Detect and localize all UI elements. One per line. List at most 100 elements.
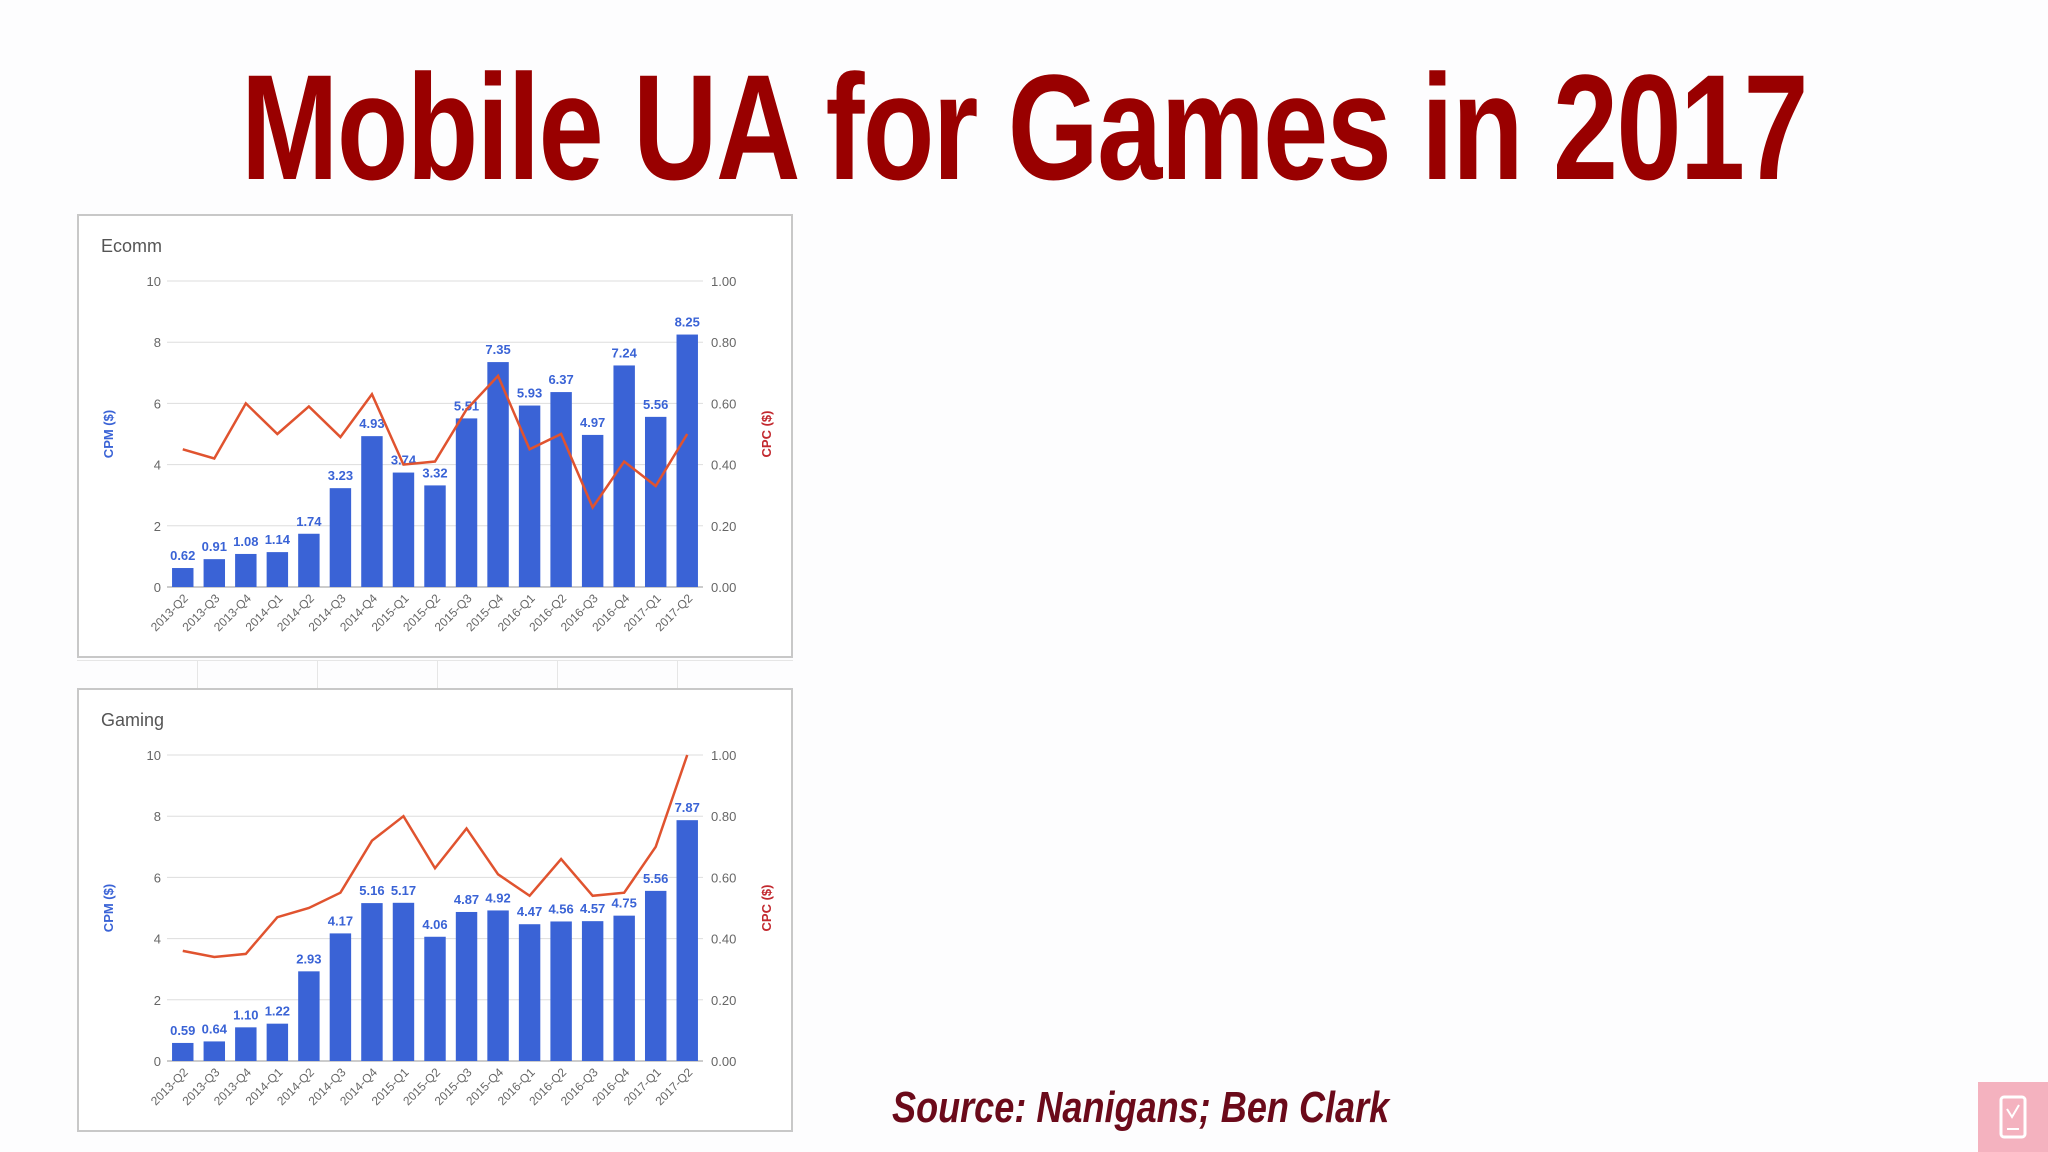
bar xyxy=(550,921,572,1061)
y2-tick-label: 0.40 xyxy=(711,458,736,473)
bar-value-label: 3.32 xyxy=(422,465,447,480)
y-tick-label: 6 xyxy=(154,870,161,885)
bar-value-label: 4.47 xyxy=(517,904,542,919)
bar-value-label: 2.93 xyxy=(296,951,321,966)
y2-tick-label: 0.00 xyxy=(711,1054,736,1069)
y2-tick-label: 0.00 xyxy=(711,580,736,595)
y-tick-label: 8 xyxy=(154,809,161,824)
bar-value-label: 1.74 xyxy=(296,514,322,529)
mobile-device-icon xyxy=(1999,1095,2027,1139)
bar-value-label: 4.92 xyxy=(485,890,510,905)
bar-value-label: 0.59 xyxy=(170,1023,195,1038)
ecomm-chart: Ecomm 0 2 4 6 8 10 0.00 0.20 0.40 0.60 0.80 1.00 CPM … xyxy=(101,236,774,634)
bar xyxy=(455,911,478,1061)
bar-value-label: 6.37 xyxy=(548,372,573,387)
bar xyxy=(581,434,604,587)
device-badge[interactable] xyxy=(1978,1082,2048,1152)
bar-value-label: 3.23 xyxy=(328,468,353,483)
bar-value-label: 7.87 xyxy=(675,800,700,815)
chart-title: Gaming xyxy=(101,710,164,730)
bar xyxy=(203,559,226,587)
bar xyxy=(172,568,194,587)
bar-value-label: 8.25 xyxy=(675,315,700,330)
bar xyxy=(581,921,604,1061)
gaming-chart: Gaming 0 2 4 6 8 10 0.00 0.20 0.40 0.60 0.80 1.00 CPM… xyxy=(101,710,774,1108)
y-tick-label: 2 xyxy=(154,519,161,534)
bar-value-label: 1.08 xyxy=(233,534,258,549)
y-tick-label: 10 xyxy=(147,748,161,763)
y-axis-title: CPM ($) xyxy=(101,884,116,932)
bar xyxy=(676,334,698,587)
y-tick-label: 4 xyxy=(154,932,161,947)
cpc-line xyxy=(182,373,689,511)
ecomm-chart-panel: Ecomm 0 2 4 6 8 10 0.00 0.20 0.40 0.60 0.80 1.00 CPM … xyxy=(77,214,793,658)
bar-value-label: 4.93 xyxy=(359,416,384,431)
y-tick-label: 6 xyxy=(154,396,161,411)
bar xyxy=(518,924,541,1061)
bar xyxy=(361,436,383,587)
bar-value-label: 1.22 xyxy=(265,1004,290,1019)
bar xyxy=(644,416,667,587)
bar xyxy=(266,552,289,587)
cpc-line xyxy=(182,754,689,959)
bar-value-label: 1.14 xyxy=(265,532,291,547)
bar-value-label: 4.57 xyxy=(580,901,605,916)
y-tick-label: 0 xyxy=(154,580,161,595)
bar-value-label: 4.06 xyxy=(422,917,447,932)
y2-tick-label: 0.60 xyxy=(711,396,736,411)
y-tick-label: 2 xyxy=(154,993,161,1008)
bar xyxy=(644,890,667,1061)
y2-axis-title: CPC ($) xyxy=(759,411,774,458)
bar-value-label: 4.97 xyxy=(580,415,605,430)
y2-tick-label: 1.00 xyxy=(711,274,736,289)
y2-tick-label: 0.60 xyxy=(711,870,736,885)
bar xyxy=(613,365,635,587)
bar xyxy=(298,971,320,1061)
bar-value-label: 4.56 xyxy=(548,901,573,916)
bar xyxy=(172,1042,194,1061)
slide-title: Mobile UA for Games in 2017 xyxy=(240,43,1809,211)
bar xyxy=(266,1023,289,1061)
bar xyxy=(518,405,541,587)
y-tick-label: 8 xyxy=(154,335,161,350)
bar xyxy=(235,553,257,587)
bar xyxy=(298,533,320,587)
bar-value-label: 4.17 xyxy=(328,913,353,928)
bar-value-label: 0.91 xyxy=(202,539,227,554)
bar-value-label: 1.10 xyxy=(233,1007,258,1022)
y2-axis-title: CPC ($) xyxy=(759,885,774,932)
bar xyxy=(329,933,352,1061)
bar xyxy=(392,902,415,1061)
panel-divider xyxy=(77,660,793,689)
source-caption: Source: Nanigans; Ben Clark xyxy=(892,1083,1390,1132)
bar xyxy=(550,392,572,587)
y-tick-label: 10 xyxy=(147,274,161,289)
bar-value-label: 5.16 xyxy=(359,883,384,898)
bar xyxy=(361,903,383,1061)
bar xyxy=(424,936,446,1061)
bar-value-label: 5.56 xyxy=(643,871,668,886)
bar xyxy=(203,1041,226,1061)
y-axis-title: CPM ($) xyxy=(101,410,116,458)
bar xyxy=(455,418,478,587)
y-tick-label: 0 xyxy=(154,1054,161,1069)
bar xyxy=(329,488,352,587)
y-tick-label: 4 xyxy=(154,458,161,473)
bar xyxy=(676,820,698,1061)
y2-tick-label: 1.00 xyxy=(711,748,736,763)
y2-tick-label: 0.80 xyxy=(711,335,736,350)
gaming-chart-panel: Gaming 0 2 4 6 8 10 0.00 0.20 0.40 0.60 0.80 1.00 CPM… xyxy=(77,688,793,1132)
bar xyxy=(424,485,446,587)
bar-value-label: 0.64 xyxy=(202,1021,228,1036)
y2-tick-label: 0.20 xyxy=(711,519,736,534)
bar-value-label: 7.24 xyxy=(612,345,638,360)
y2-tick-label: 0.80 xyxy=(711,809,736,824)
bar xyxy=(392,472,415,587)
bar-value-label: 0.62 xyxy=(170,548,195,563)
bar xyxy=(487,362,509,587)
bar-value-label: 4.75 xyxy=(612,896,637,911)
bar xyxy=(613,915,635,1061)
y2-tick-label: 0.20 xyxy=(711,993,736,1008)
bar-value-label: 5.93 xyxy=(517,386,542,401)
bar-value-label: 4.87 xyxy=(454,892,479,907)
